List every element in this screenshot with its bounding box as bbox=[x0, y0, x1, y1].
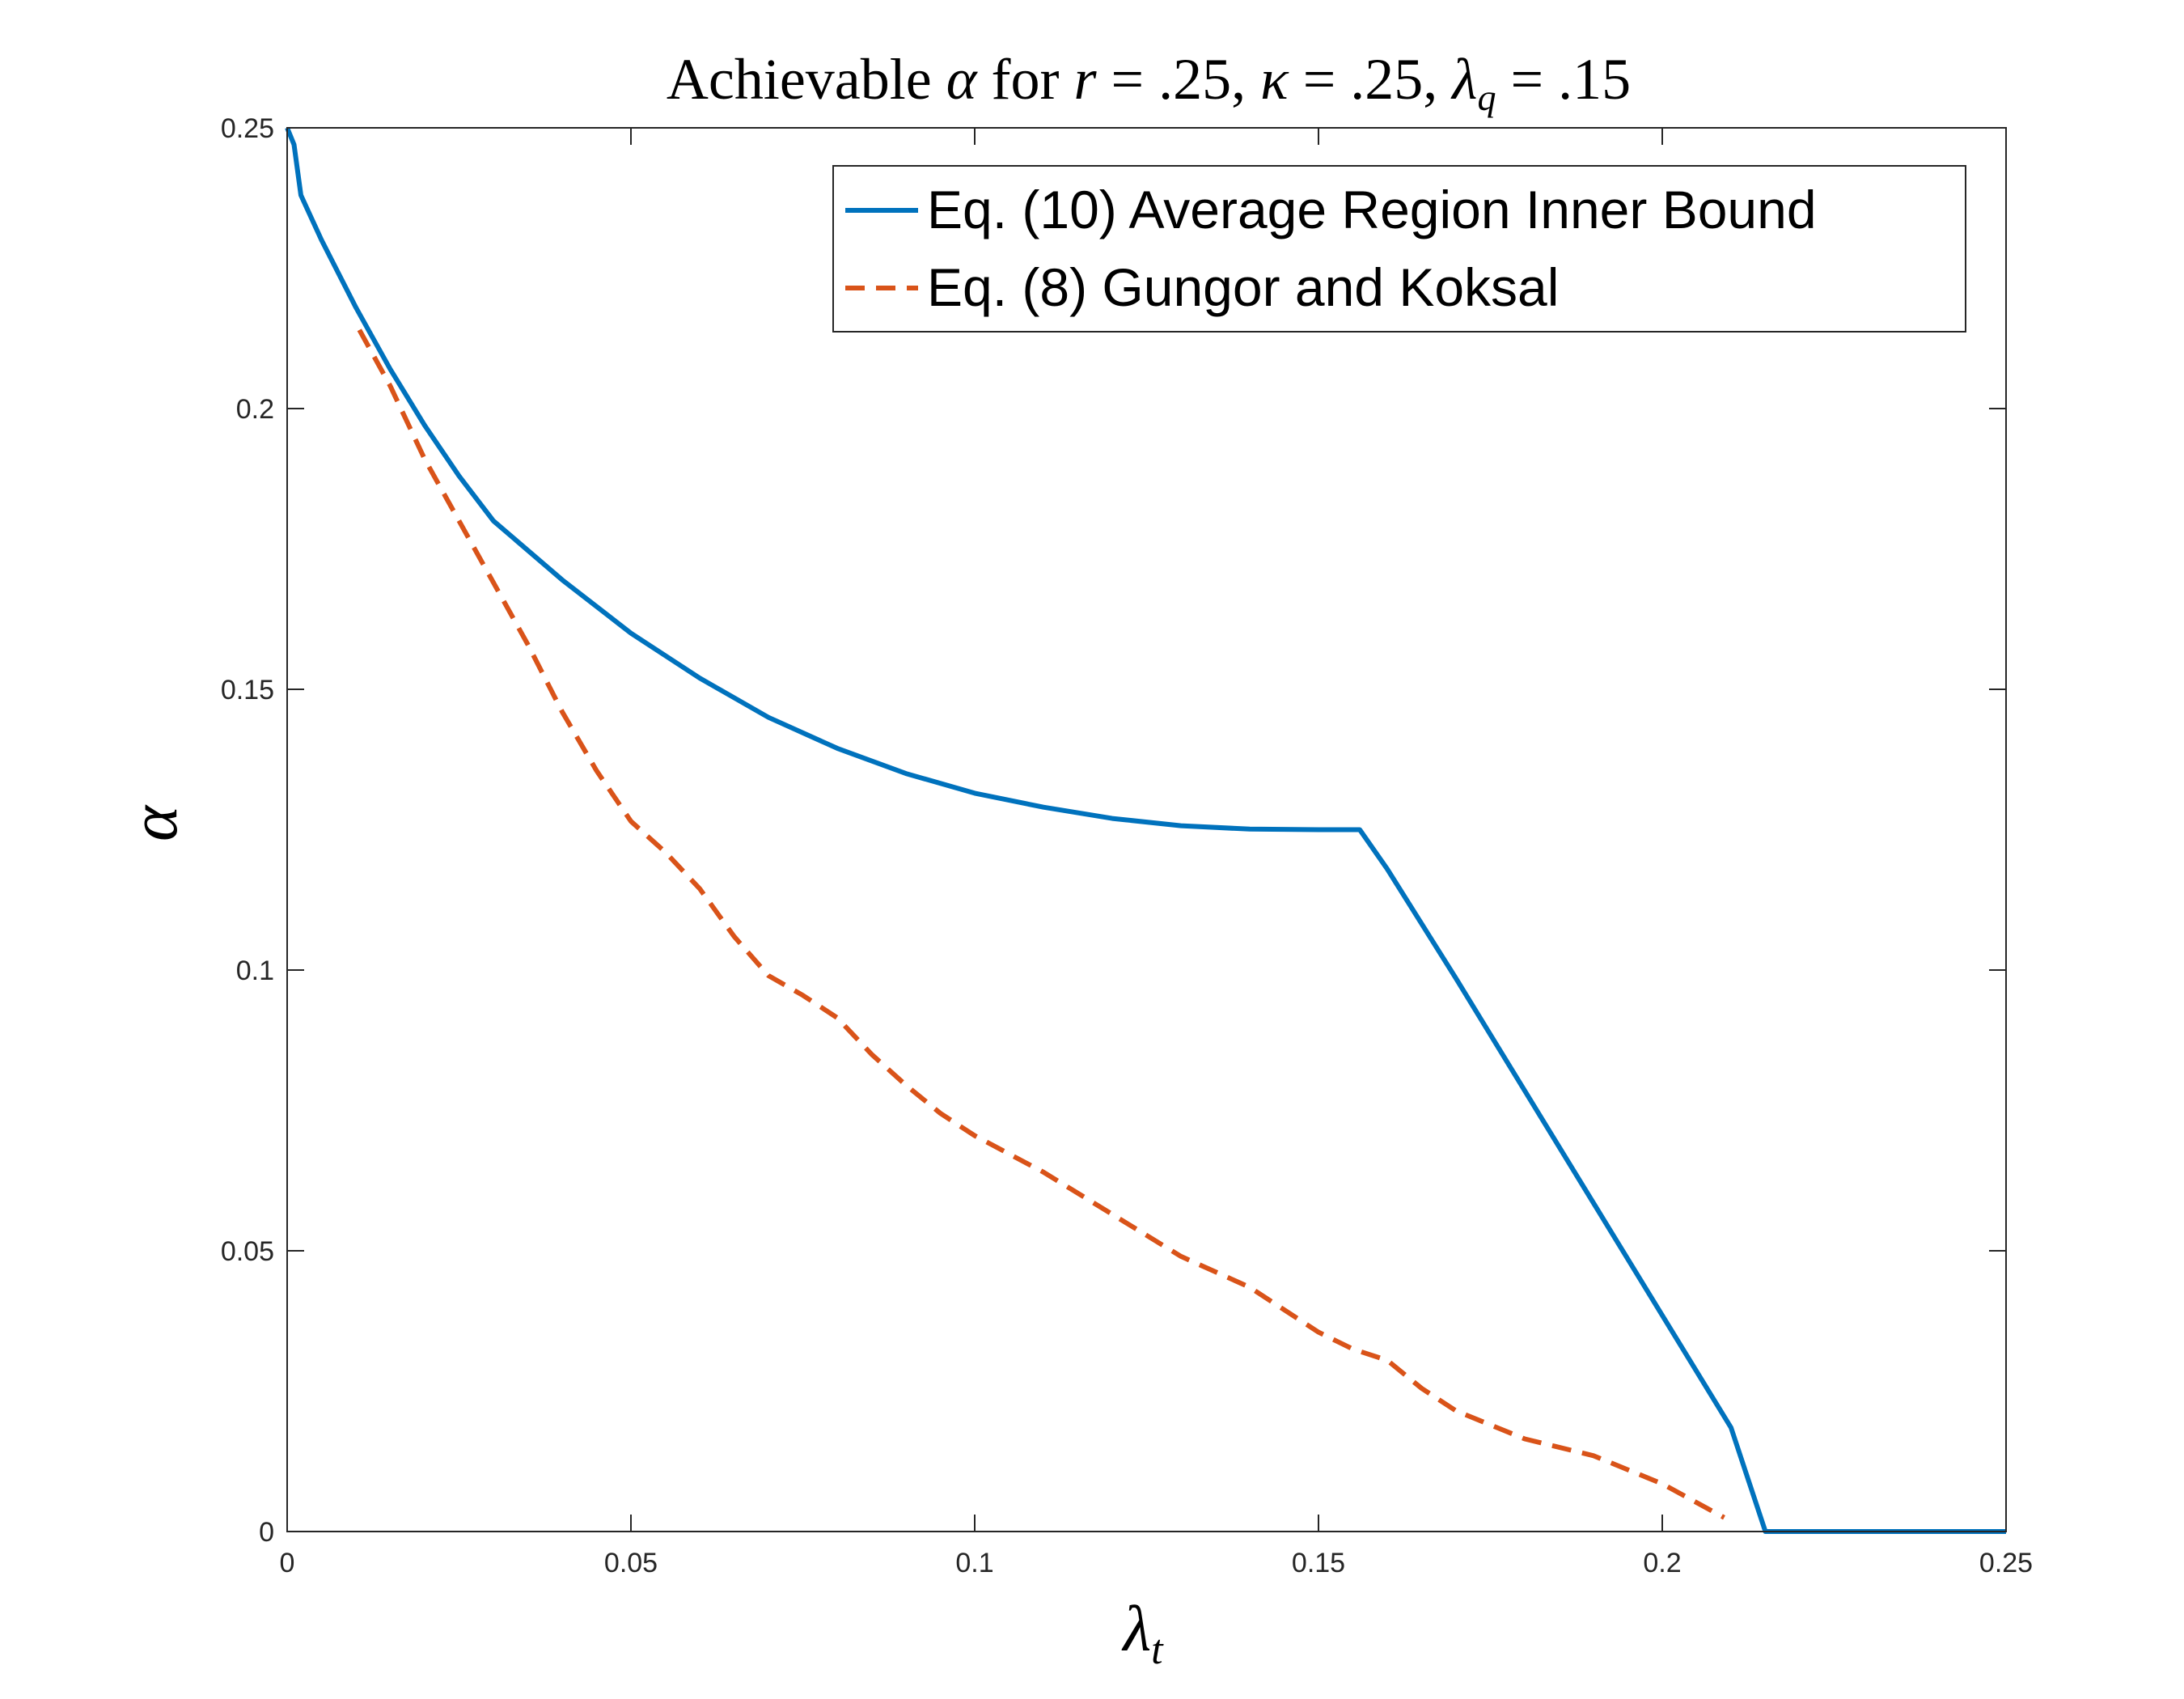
y-tick-label: 0.05 bbox=[221, 1236, 274, 1267]
legend: Eq. (10) Average Region Inner Bound Eq. … bbox=[832, 165, 1966, 333]
title-lambda: λ bbox=[1450, 47, 1477, 112]
y-tick-label: 0.2 bbox=[236, 394, 274, 425]
chart-title: Achievable α for r = .25, κ = .25, λq = … bbox=[667, 47, 1631, 118]
series-line-gungor-koksal bbox=[357, 328, 1725, 1520]
axis-ticks bbox=[286, 127, 2007, 1532]
title-r: r bbox=[1073, 47, 1097, 112]
x-tick-label: 0.05 bbox=[604, 1548, 658, 1578]
y-tick-label: 0.25 bbox=[221, 113, 274, 144]
y-axis-label: α bbox=[116, 804, 192, 841]
x-tick-label: 0.2 bbox=[1643, 1548, 1681, 1578]
tick-labels: 0 0.05 0.1 0.15 0.2 0.25 0 0.05 0.1 0.15 0.2 0.25 bbox=[221, 113, 2033, 1578]
series-lines bbox=[285, 126, 2006, 1534]
title-sub-q: q bbox=[1477, 77, 1496, 118]
title-prefix: Achievable bbox=[667, 47, 946, 112]
title-eq2: = .25, bbox=[1289, 47, 1453, 112]
title-eq3: = .15 bbox=[1496, 47, 1631, 112]
legend-label-gungor-koksal: Eq. (8) Gungor and Koksal bbox=[927, 257, 1559, 317]
legend-box bbox=[832, 165, 1966, 333]
title-kappa: κ bbox=[1260, 47, 1289, 112]
series-line-inner-bound bbox=[285, 126, 2006, 1534]
title-for: for bbox=[977, 47, 1074, 112]
legend-label-inner-bound: Eq. (10) Average Region Inner Bound bbox=[927, 180, 1817, 239]
x-axis-label: λt bbox=[1121, 1594, 1164, 1673]
x-tick-label: 0.1 bbox=[955, 1548, 993, 1578]
y-tick-label: 0 bbox=[259, 1517, 274, 1548]
axes-box bbox=[286, 127, 2007, 1532]
x-tick-label: 0.25 bbox=[1979, 1548, 2033, 1578]
x-axis-label-main: λ bbox=[1121, 1594, 1151, 1665]
y-tick-label: 0.1 bbox=[236, 955, 274, 986]
title-eq1: = .25, bbox=[1097, 47, 1261, 112]
title-alpha: α bbox=[946, 47, 978, 112]
y-tick-label: 0.15 bbox=[221, 675, 274, 705]
x-axis-label-sub: t bbox=[1151, 1627, 1164, 1673]
x-tick-label: 0.15 bbox=[1292, 1548, 1345, 1578]
x-tick-label: 0 bbox=[280, 1548, 295, 1578]
